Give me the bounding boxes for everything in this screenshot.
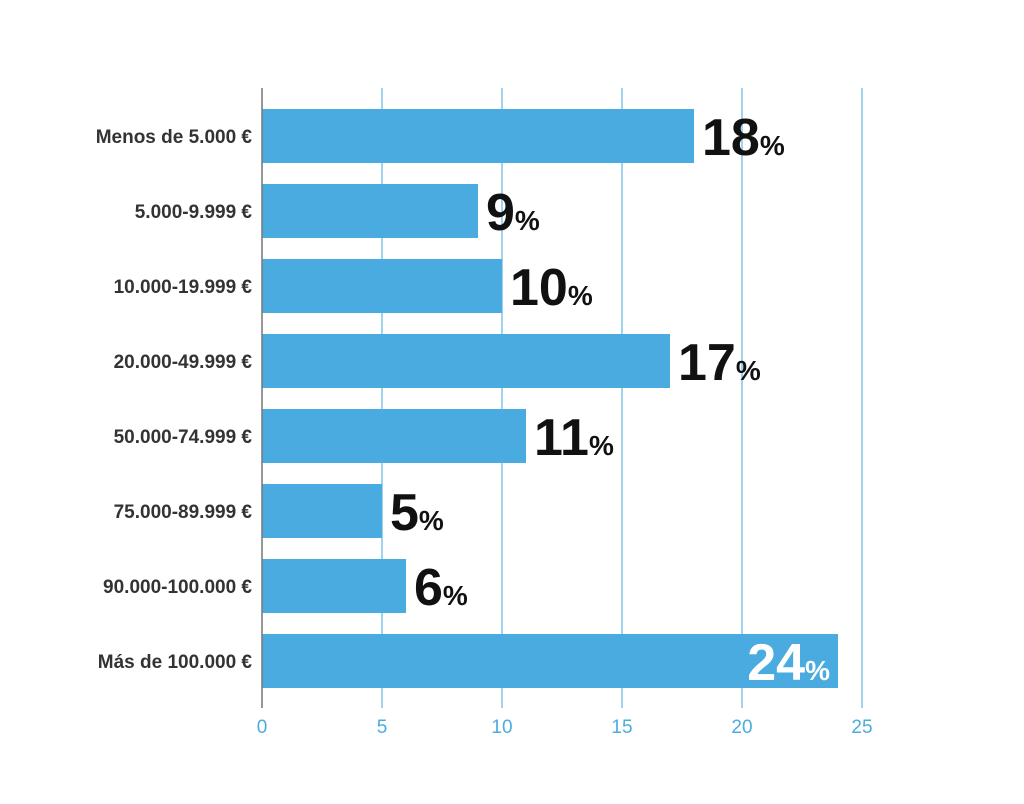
bar <box>262 184 478 238</box>
x-tick-label: 15 <box>611 717 632 738</box>
category-label: 90.000-100.000 € <box>103 577 252 598</box>
value-number: 17 <box>678 334 736 392</box>
value-percent-sign: % <box>736 355 761 386</box>
value-percent-sign: % <box>443 580 468 611</box>
x-tick-label: 0 <box>257 717 268 738</box>
bar <box>262 259 502 313</box>
x-tick-label: 10 <box>491 717 512 738</box>
bar <box>262 409 526 463</box>
value-label: 10% <box>510 259 593 317</box>
category-label: 5.000-9.999 € <box>135 202 253 223</box>
value-percent-sign: % <box>419 505 444 536</box>
value-number: 24 <box>747 634 805 692</box>
bar <box>262 109 694 163</box>
category-label: 75.000-89.999 € <box>114 502 253 523</box>
bar <box>262 334 670 388</box>
category-label: 10.000-19.999 € <box>114 277 253 298</box>
value-number: 11 <box>534 409 589 467</box>
value-number: 9 <box>486 184 515 242</box>
category-label: 20.000-49.999 € <box>114 352 253 373</box>
x-tick-label: 25 <box>851 717 872 738</box>
value-number: 10 <box>510 259 568 317</box>
value-label: 9% <box>486 184 540 242</box>
value-percent-sign: % <box>589 430 614 461</box>
value-label: 11% <box>534 409 614 467</box>
value-label: 18% <box>702 109 785 167</box>
bar <box>262 634 838 688</box>
category-label: 50.000-74.999 € <box>114 427 253 448</box>
value-label: 17% <box>678 334 761 392</box>
category-label: Más de 100.000 € <box>98 652 253 673</box>
value-percent-sign: % <box>805 655 830 686</box>
x-tick-label: 20 <box>731 717 752 738</box>
value-percent-sign: % <box>760 130 785 161</box>
value-percent-sign: % <box>568 280 593 311</box>
value-label: 5% <box>390 484 444 542</box>
bar <box>262 559 406 613</box>
category-label: Menos de 5.000 € <box>96 127 253 148</box>
x-tick-label: 5 <box>377 717 388 738</box>
value-number: 6 <box>414 559 443 617</box>
value-label: 6% <box>414 559 468 617</box>
value-number: 18 <box>702 109 760 167</box>
value-percent-sign: % <box>515 205 540 236</box>
value-number: 5 <box>390 484 419 542</box>
value-label: 24% <box>747 634 830 692</box>
bar <box>262 484 382 538</box>
